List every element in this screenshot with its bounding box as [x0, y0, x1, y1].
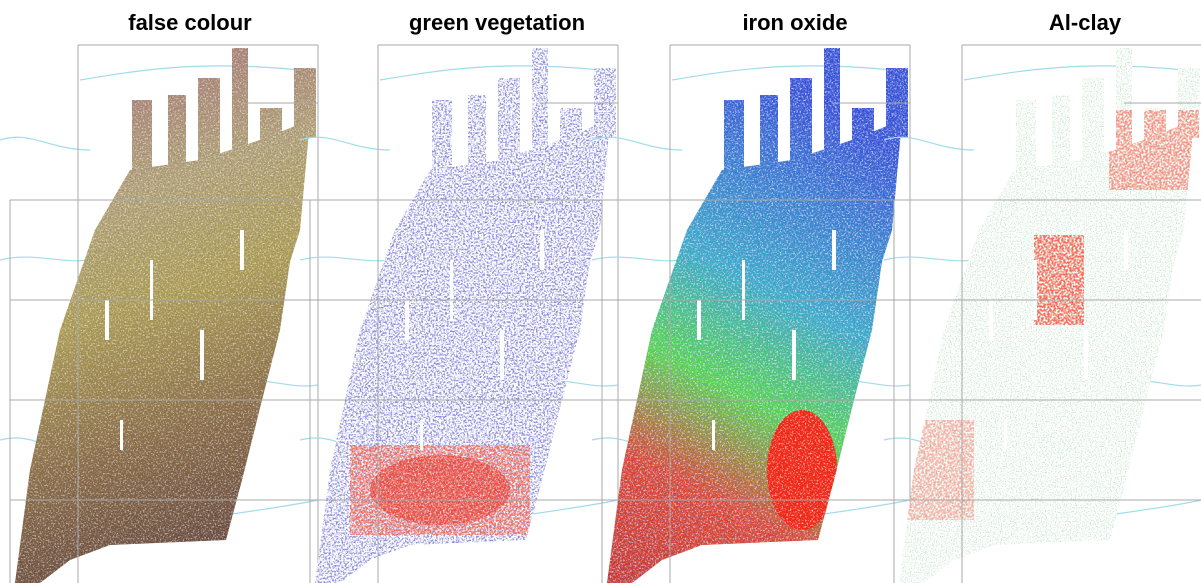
swath-gap [742, 260, 745, 320]
swath-gap [200, 330, 204, 380]
swath-gap [120, 420, 123, 450]
image-mosaic [300, 40, 620, 583]
swath-gap [405, 300, 409, 340]
swath-gap [989, 300, 993, 340]
mosaic-layer [1034, 235, 1084, 325]
river [80, 66, 300, 80]
mosaic-layer [592, 40, 912, 583]
panel-title: green vegetation [409, 10, 585, 35]
river [300, 137, 390, 150]
swath-gap [1084, 330, 1088, 380]
panel-title: iron oxide [742, 10, 847, 35]
map-panel [592, 40, 912, 583]
swath-gap [450, 260, 453, 320]
page: false colour green vegetation iron oxide… [0, 0, 1201, 583]
panels [0, 40, 1201, 583]
swath-gap [240, 230, 244, 270]
swath-gap [150, 260, 153, 320]
mosaic-layer [0, 40, 320, 583]
map-figure: false colour green vegetation iron oxide… [0, 0, 1201, 583]
map-panel [300, 40, 620, 583]
image-mosaic [592, 40, 912, 583]
swath-gap [1034, 260, 1037, 320]
image-mosaic [884, 40, 1201, 583]
swath-gap [712, 420, 715, 450]
river [964, 66, 1184, 80]
swath-gap [105, 300, 109, 340]
swath-gap [1124, 230, 1128, 270]
map-panel [884, 40, 1201, 583]
swath-gap [832, 230, 836, 270]
mosaic-layer [1109, 110, 1199, 190]
image-mosaic [0, 40, 320, 583]
swath-gap [540, 230, 544, 270]
mosaic-layer [300, 40, 620, 583]
swath-gap [697, 300, 701, 340]
swath-gap [500, 330, 504, 380]
panel-title: Al-clay [1049, 10, 1122, 35]
swath-gap [1004, 420, 1007, 450]
swath-gap [792, 330, 796, 380]
river [380, 66, 600, 80]
river [0, 137, 90, 150]
panel-title: false colour [128, 10, 252, 35]
map-panel [0, 40, 320, 583]
river [672, 66, 892, 80]
swath-gap [420, 420, 423, 450]
